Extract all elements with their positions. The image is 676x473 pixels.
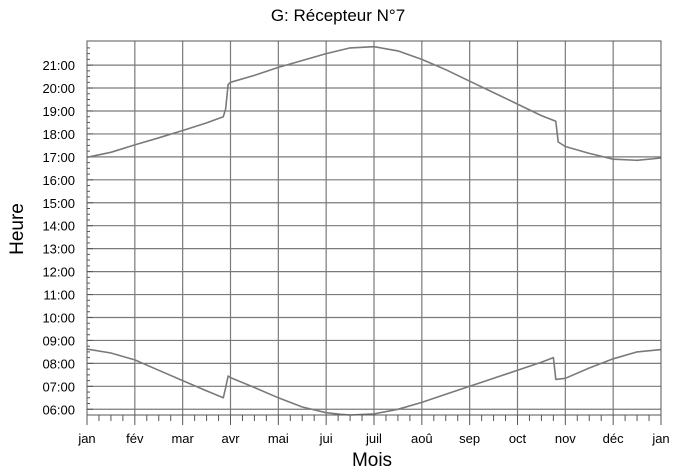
chart-title: G: Récepteur N°7: [271, 6, 405, 25]
y-tick-label: 17:00: [42, 150, 75, 165]
y-tick-label: 18:00: [42, 127, 75, 142]
y-tick-labels: 06:00 07:00 08:00 09:00 10:00 11:00 12:00 13:00…: [42, 58, 75, 417]
x-tick-label: nov: [555, 431, 576, 446]
series-line-1: [86, 45, 662, 162]
x-tick-label: fév: [126, 431, 144, 446]
y-tick-label: 14:00: [42, 219, 75, 234]
y-tick-label: 12:00: [42, 265, 75, 280]
y-tick-label: 21:00: [42, 58, 75, 73]
plot-frame: [86, 40, 662, 416]
y-tick-label: 11:00: [43, 288, 75, 303]
y-tick-label: 20:00: [42, 81, 75, 96]
x-tick-label: jui: [319, 431, 333, 446]
y-tick-label: 08:00: [42, 356, 75, 371]
x-tick-label: jan: [77, 431, 95, 446]
x-tick-label: aoû: [411, 431, 433, 446]
y-tick-label: 13:00: [42, 242, 75, 257]
x-tick-label: sep: [459, 431, 480, 446]
y-tick-label: 19:00: [42, 104, 75, 119]
y-tick-label: 06:00: [42, 402, 75, 417]
x-tick-label: oct: [509, 431, 527, 446]
y-axis-label: Heure: [7, 203, 28, 255]
x-tick-label: déc: [603, 431, 624, 446]
y-tick-label: 10:00: [42, 310, 75, 325]
x-tick-label: avr: [221, 431, 240, 446]
y-tick-label: 09:00: [42, 333, 75, 348]
y-tick-label: 16:00: [42, 173, 75, 188]
x-axis-label: Mois: [352, 450, 392, 471]
minor-ticks: [86, 47, 662, 425]
x-tick-label: mar: [171, 431, 194, 446]
x-tick-labels: jan fév mar avr mai jui juil aoû sep oct nov déc jan: [77, 431, 669, 446]
x-tick-label: mai: [268, 431, 289, 446]
x-tick-label: juil: [365, 431, 382, 446]
grid: [87, 41, 661, 415]
x-tick-label: jan: [651, 431, 669, 446]
y-tick-label: 15:00: [42, 196, 75, 211]
y-tick-label: 07:00: [42, 379, 75, 394]
